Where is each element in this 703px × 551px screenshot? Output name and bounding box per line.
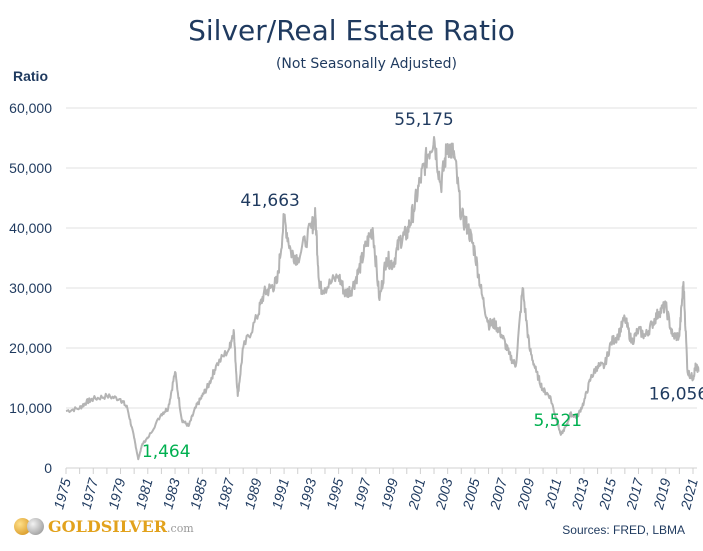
x-tick-label: 2017 — [623, 475, 647, 511]
y-tick-label: 10,000 — [9, 400, 52, 416]
x-tick-label: 1981 — [132, 477, 156, 511]
x-tick-label: 2013 — [568, 476, 592, 511]
x-tick-label: 2001 — [405, 477, 429, 512]
x-tick-label: 2005 — [459, 476, 483, 511]
x-tick-label: 1979 — [105, 476, 129, 510]
gold-coin-icon — [14, 518, 31, 535]
x-tick-label: 1989 — [241, 476, 265, 510]
chart-subtitle: (Not Seasonally Adjusted) — [275, 56, 458, 72]
x-tick-label: 1993 — [296, 476, 320, 510]
logo-text: GOLDSILVER.com — [48, 517, 194, 536]
data-label: 5,521 — [533, 411, 582, 431]
data-label: 16,056 — [649, 385, 703, 405]
x-tick-label: 1999 — [378, 476, 402, 510]
x-tick-label: 2019 — [650, 476, 674, 511]
x-tick-label: 2015 — [595, 476, 619, 511]
goldsilver-logo: GOLDSILVER.com — [14, 517, 194, 536]
x-tick-label: 1997 — [350, 475, 374, 510]
y-tick-label: 30,000 — [9, 280, 52, 296]
y-axis-label: Ratio — [13, 68, 48, 84]
sources-note: Sources: FRED, LBMA — [562, 523, 685, 537]
data-label: 55,175 — [394, 110, 453, 130]
x-tick-label: 1995 — [323, 476, 347, 510]
x-tick-label: 2007 — [486, 475, 510, 511]
x-tick-label: 1975 — [50, 476, 74, 510]
y-tick-label: 50,000 — [9, 160, 52, 176]
x-tick-label: 1977 — [78, 475, 102, 510]
chart-title: Silver/Real Estate Ratio — [188, 14, 515, 47]
silver-coin-icon — [27, 518, 44, 535]
x-tick-label: 1983 — [159, 476, 183, 510]
y-tick-label: 0 — [44, 460, 52, 476]
y-tick-label: 60,000 — [9, 100, 52, 116]
ratio-series-line — [65, 135, 700, 461]
x-tick-label: 1991 — [268, 477, 292, 511]
x-tick-label: 1985 — [187, 476, 211, 510]
x-tick-label: 2009 — [514, 476, 538, 511]
x-tick-label: 2011 — [541, 477, 565, 511]
data-label: 1,464 — [142, 442, 191, 462]
y-tick-label: 20,000 — [9, 340, 52, 356]
data-label: 41,663 — [240, 191, 299, 211]
x-tick-label: 2003 — [432, 476, 456, 511]
y-tick-label: 40,000 — [9, 220, 52, 236]
x-tick-label: 2021 — [677, 477, 701, 512]
x-tick-label: 1987 — [214, 475, 238, 510]
